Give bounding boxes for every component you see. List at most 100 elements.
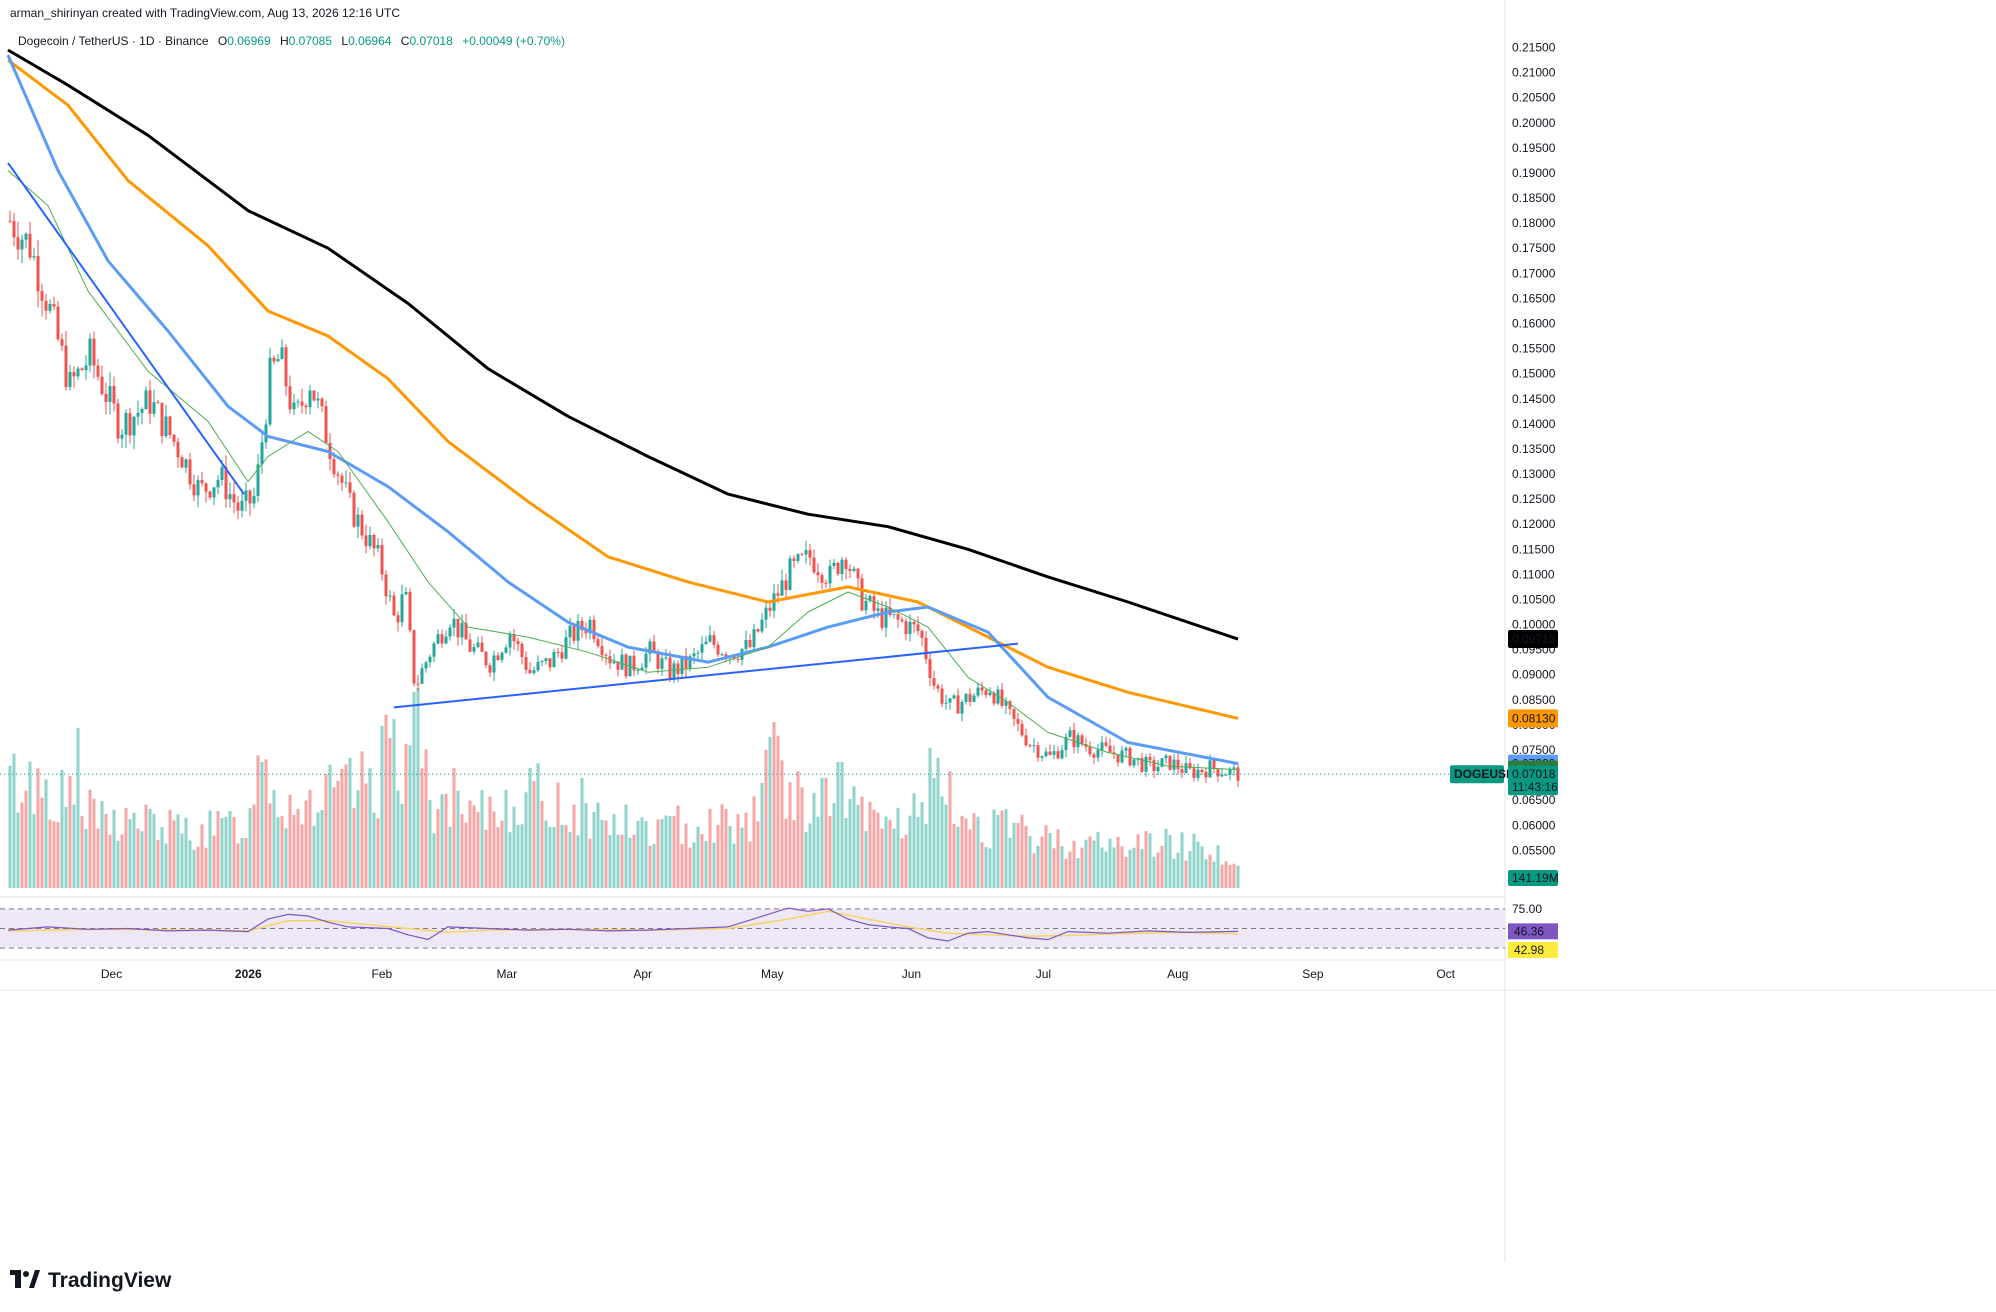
candle-body [156, 402, 160, 404]
volume-bar [1172, 858, 1176, 888]
volume-bar [324, 774, 328, 888]
volume-bar [320, 810, 324, 888]
candle-body [76, 368, 80, 377]
candle-body [1052, 751, 1056, 755]
volume-bar [1036, 845, 1040, 888]
candle-body [364, 535, 368, 547]
candle-body [816, 572, 820, 576]
volume-bar [772, 722, 776, 888]
volume-bar [780, 760, 784, 888]
candle-body [1068, 730, 1072, 737]
volume-bar [1224, 861, 1228, 888]
candle-body [1116, 754, 1120, 763]
volume-bar [752, 796, 756, 888]
volume-bar [1076, 858, 1080, 888]
candle-body [220, 466, 224, 481]
close-value: 0.07018 [409, 34, 453, 48]
volume-bar [784, 818, 788, 888]
candle-body [308, 390, 312, 408]
price-tick-label: 0.06500 [1512, 793, 1556, 807]
volume-bar [1104, 851, 1108, 888]
candle-body [1040, 756, 1044, 758]
volume-bar [1012, 822, 1016, 888]
candle-body [1152, 760, 1156, 772]
candle-body [420, 668, 424, 684]
time-tick-label: Mar [496, 967, 517, 981]
volume-bar [56, 822, 60, 888]
volume-bar [24, 790, 28, 888]
volume-bar [1116, 836, 1120, 888]
volume-bar [480, 790, 484, 888]
candle-body [336, 474, 340, 476]
candle-body [664, 657, 668, 659]
candle-body [668, 657, 672, 680]
candle-body [492, 655, 496, 673]
time-tick-label: Sep [1302, 967, 1324, 981]
candle-body [556, 651, 560, 653]
volume-bar [208, 810, 212, 888]
candle-body [768, 607, 772, 611]
candle-body [1064, 736, 1068, 751]
candle-body [444, 636, 448, 644]
volume-bar [648, 845, 652, 888]
candle-body [160, 402, 164, 437]
volume-bar [532, 781, 536, 888]
volume-bars [8, 688, 1240, 888]
volume-bar [1060, 846, 1064, 888]
candle-body [416, 683, 420, 685]
candle-body [324, 406, 328, 443]
volume-bar [844, 818, 848, 888]
brand[interactable]: TradingView [10, 1268, 171, 1294]
volume-bar [896, 807, 900, 888]
volume-bar [1192, 833, 1196, 888]
candle-body [824, 582, 828, 584]
candle-body [196, 479, 200, 496]
volume-bar [900, 838, 904, 888]
candle-body [1224, 774, 1228, 776]
volume-bar [1144, 830, 1148, 888]
volume-bar [364, 783, 368, 888]
candle-body [976, 687, 980, 696]
candle-body [184, 459, 188, 468]
moving-averages [6, 48, 1239, 771]
candle-body [716, 644, 720, 655]
candle-body [624, 654, 628, 677]
volume-bar [144, 804, 148, 888]
candle-body [520, 644, 524, 658]
candle-body [468, 639, 472, 652]
symbol-title[interactable]: Dogecoin / TetherUS · 1D · Binance [18, 34, 209, 48]
moving-average-line [7, 170, 1239, 771]
candle-body [228, 494, 232, 500]
candle-body [1024, 735, 1028, 746]
volume-bar [472, 805, 476, 888]
candle-body [1200, 769, 1204, 772]
volume-bar [96, 828, 100, 888]
volume-bar [1160, 846, 1164, 888]
volume-bar [1128, 849, 1132, 888]
candle-body [696, 652, 700, 654]
brand-name: TradingView [48, 1269, 172, 1292]
candle-body [908, 621, 912, 635]
volume-bar [40, 797, 44, 888]
candle-body [1012, 708, 1016, 719]
volume-bar [112, 809, 116, 888]
volume-bar [800, 787, 804, 888]
candle-body [712, 635, 716, 645]
volume-bar [824, 777, 828, 888]
volume-bar [288, 794, 292, 888]
price-tick-label: 0.15000 [1512, 367, 1556, 381]
trendlines[interactable] [7, 162, 1019, 709]
candle-body [436, 634, 440, 644]
candle-body [860, 578, 864, 611]
candle-body [72, 372, 76, 377]
time-axis[interactable]: Dec 2026 Feb Mar Apr May Jun Jul Aug Sep Oct [101, 967, 1456, 981]
candle-body [1008, 701, 1012, 709]
candle-body [840, 559, 844, 575]
volume-bar [416, 688, 420, 888]
volume-bar [508, 832, 512, 888]
volume-bar [1228, 864, 1232, 888]
volume-bar [412, 692, 416, 888]
candle-body [932, 678, 936, 686]
candle-body [988, 692, 992, 696]
